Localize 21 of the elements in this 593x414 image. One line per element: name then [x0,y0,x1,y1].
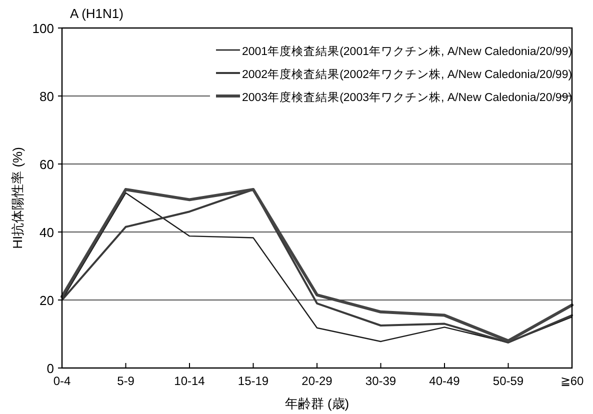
legend-label: 2002年度検査結果(2002年ワクチン株, A/New Caledonia/20/99) [242,67,572,81]
y-tick-label: 60 [40,157,54,172]
x-tick-label: 40-49 [429,374,460,388]
y-tick-label: 0 [46,361,54,376]
x-tick-label: 50-59 [492,374,524,388]
y-tick-label: 20 [40,293,54,308]
x-tick-label: ≧60 [560,374,584,388]
chart-title: A (H1N1) [70,6,124,21]
x-tick-label: 5-9 [117,374,135,388]
x-tick-label: 0-4 [53,374,71,388]
x-axis-title: 年齢群 (歳) [284,396,350,411]
x-tick-label: 10-14 [174,374,206,388]
x-tick-label: 30-39 [365,374,396,388]
y-tick-label: 40 [40,225,54,240]
y-tick-label: 80 [40,89,54,104]
y-axis-title: HI抗体陽性率 (%) [10,147,25,249]
x-tick-label: 20-29 [302,374,333,388]
legend-label: 2001年度検査結果(2001年ワクチン株, A/New Caledonia/20/99) [242,44,572,58]
legend-label: 2003年度検査結果(2003年ワクチン株, A/New Caledonia/20/99) [242,90,572,104]
x-tick-label: 15-19 [238,374,269,388]
y-tick-label: 100 [32,21,54,36]
